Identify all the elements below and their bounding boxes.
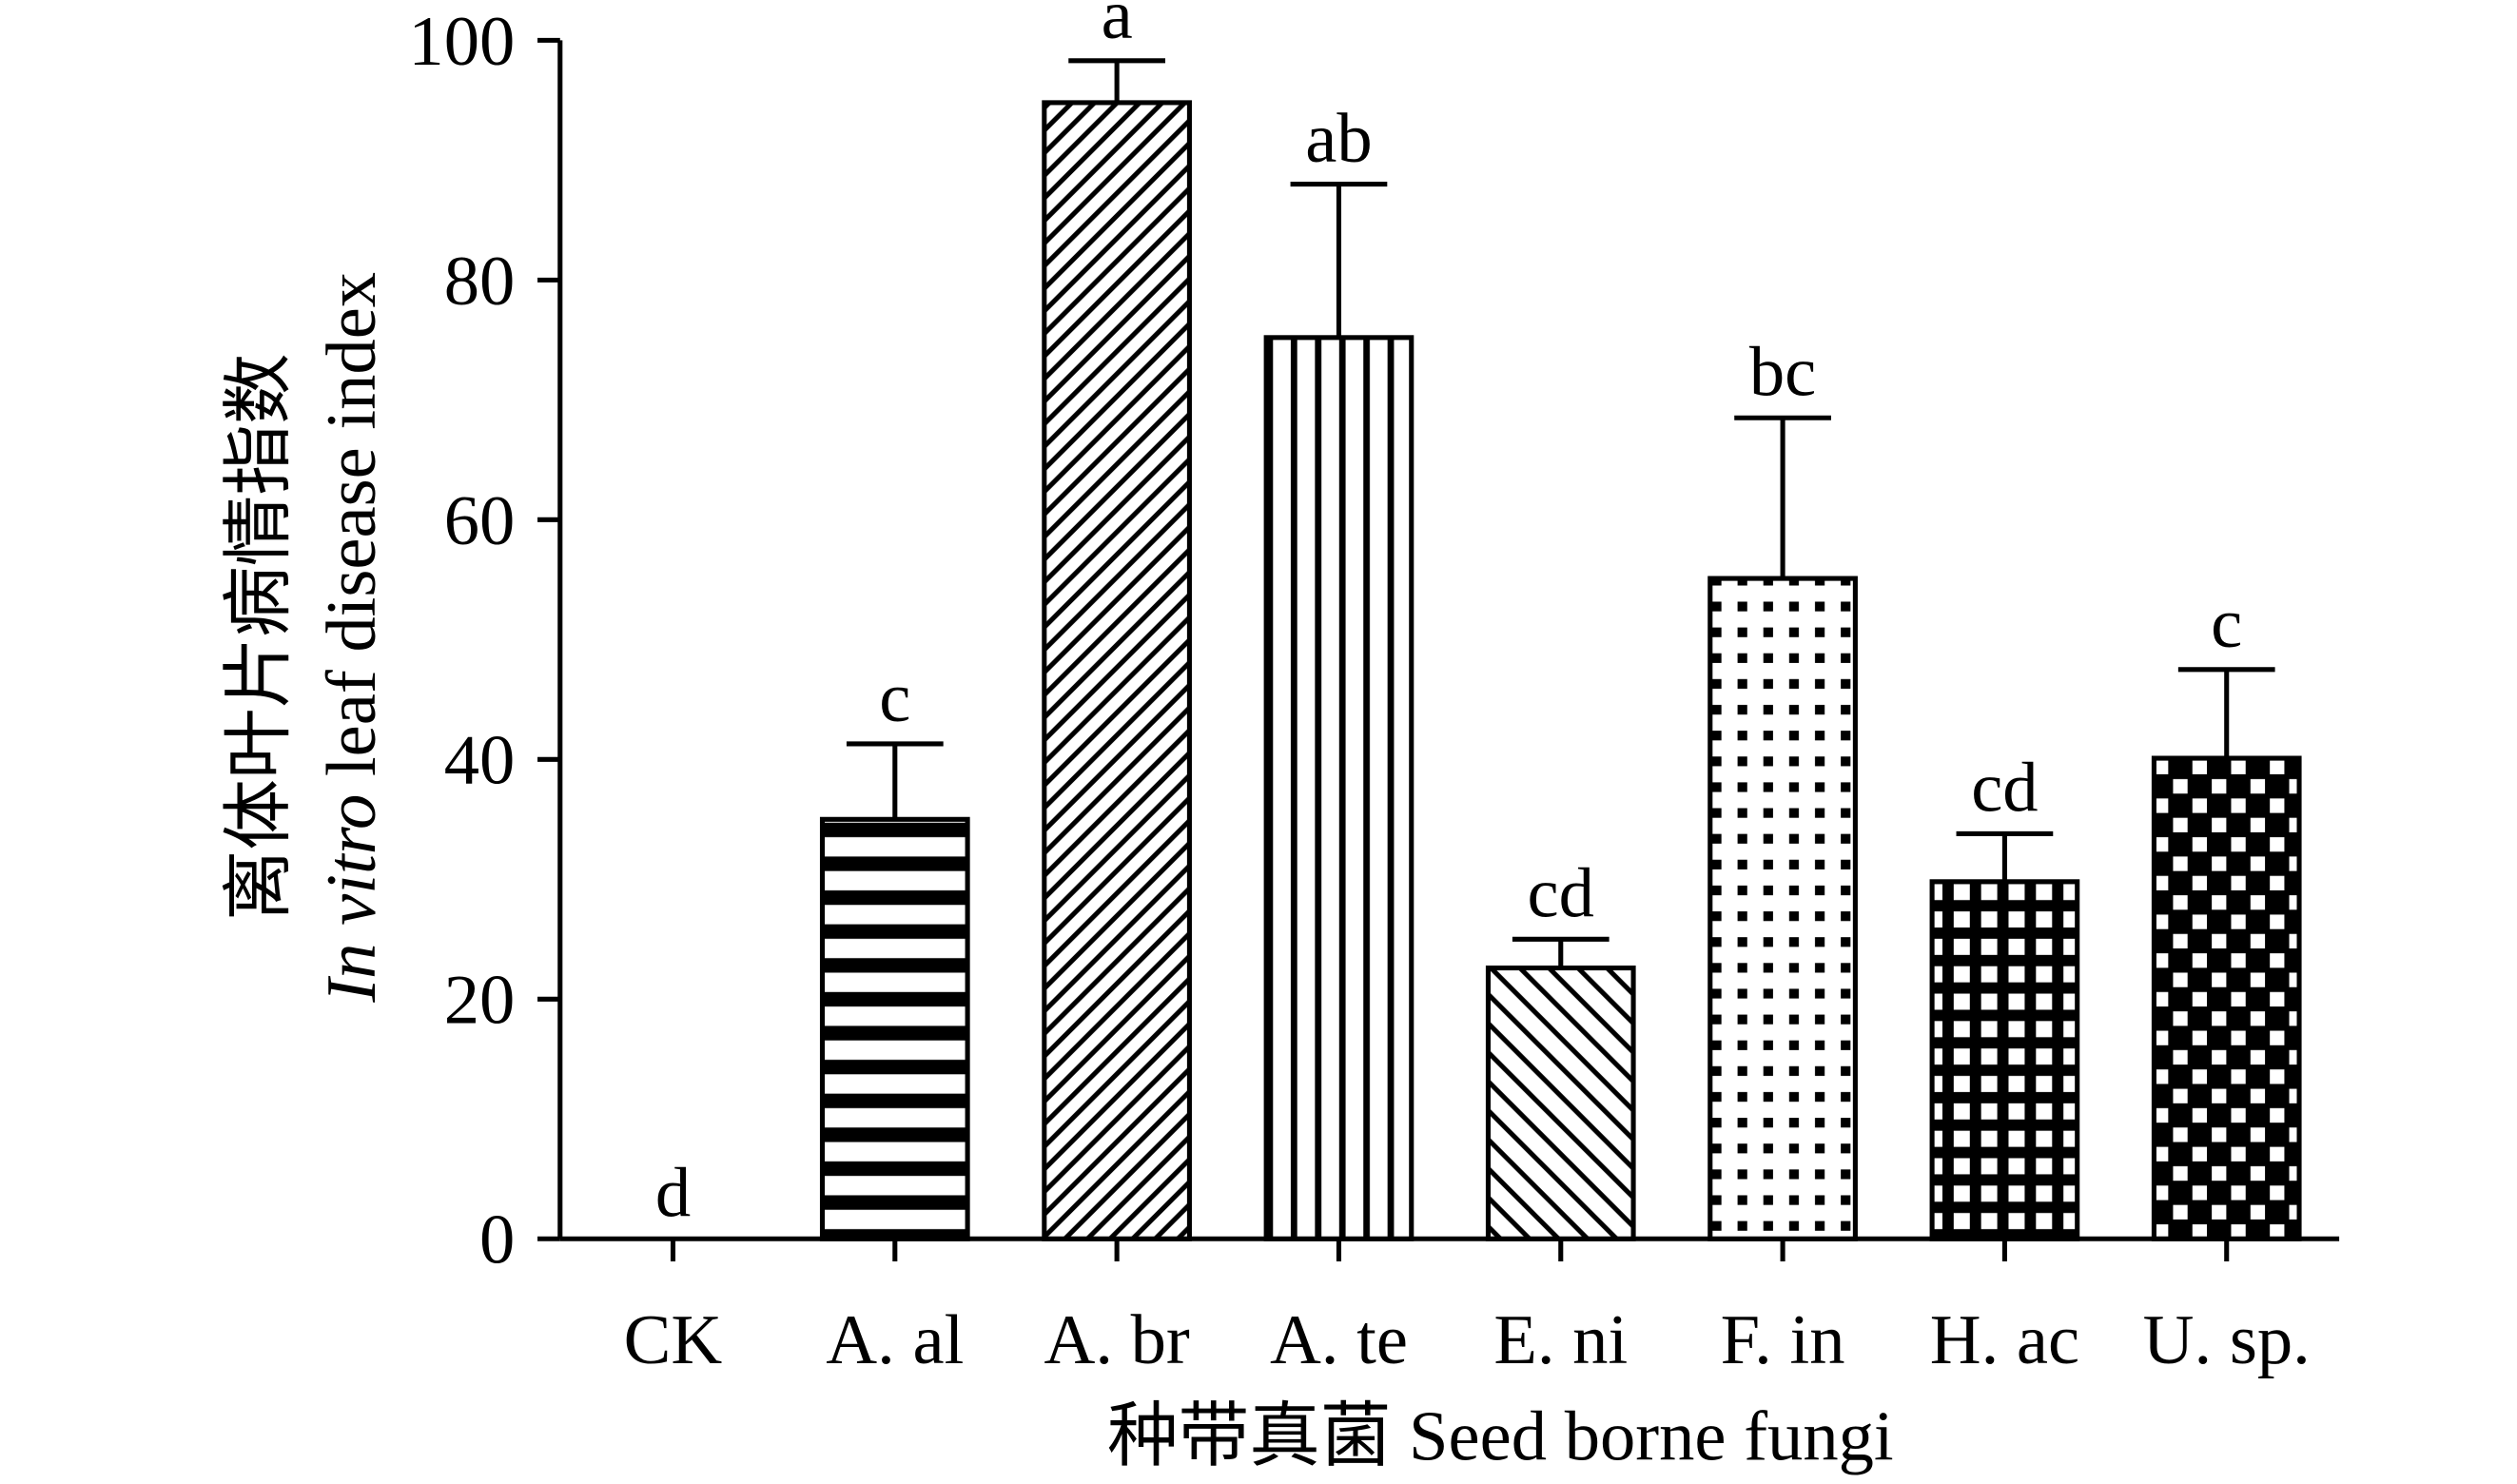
bar (1042, 100, 1192, 1241)
bar (2151, 755, 2302, 1241)
y-label-rest: leaf disease index (313, 272, 391, 794)
x-tick-label: H. ac (1930, 1301, 2079, 1379)
y-label-italic: In vitro (313, 794, 391, 1004)
x-tick-label: CK (624, 1301, 723, 1379)
bar (1485, 965, 1636, 1241)
y-tick-label: 40 (444, 722, 516, 800)
significance-letter: c (879, 659, 910, 737)
significance-letter: ab (1305, 100, 1372, 178)
x-tick-label: E. ni (1493, 1301, 1628, 1379)
y-tick-label: 60 (444, 482, 516, 560)
y-tick-label: 20 (444, 962, 516, 1040)
x-tick-label: A. al (826, 1301, 964, 1379)
y-tick-label: 0 (479, 1201, 515, 1279)
bar (819, 816, 970, 1241)
significance-letter: a (1102, 0, 1133, 54)
x-label: 种带真菌 Seed borne fungi (1107, 1398, 1894, 1476)
x-tick-label: A. te (1270, 1301, 1408, 1379)
x-tick-label: A. br (1044, 1301, 1189, 1379)
bar (1929, 879, 2080, 1241)
y-tick-label: 100 (408, 3, 515, 81)
bar (1707, 576, 1858, 1241)
significance-letter: cd (1528, 855, 1594, 933)
x-tick-label: U. sp. (2143, 1301, 2311, 1379)
x-tick-label: F. in (1721, 1301, 1845, 1379)
bar (1263, 335, 1415, 1241)
significance-letter: c (2211, 585, 2242, 663)
y-label: In vitro leaf disease index (313, 272, 391, 1004)
y-label-cn: 离体叶片病情指数 (221, 353, 299, 921)
significance-letter: bc (1749, 334, 1816, 412)
y-tick-label: 80 (444, 243, 516, 321)
significance-letter: cd (1971, 750, 2038, 828)
significance-letter: d (655, 1155, 691, 1233)
